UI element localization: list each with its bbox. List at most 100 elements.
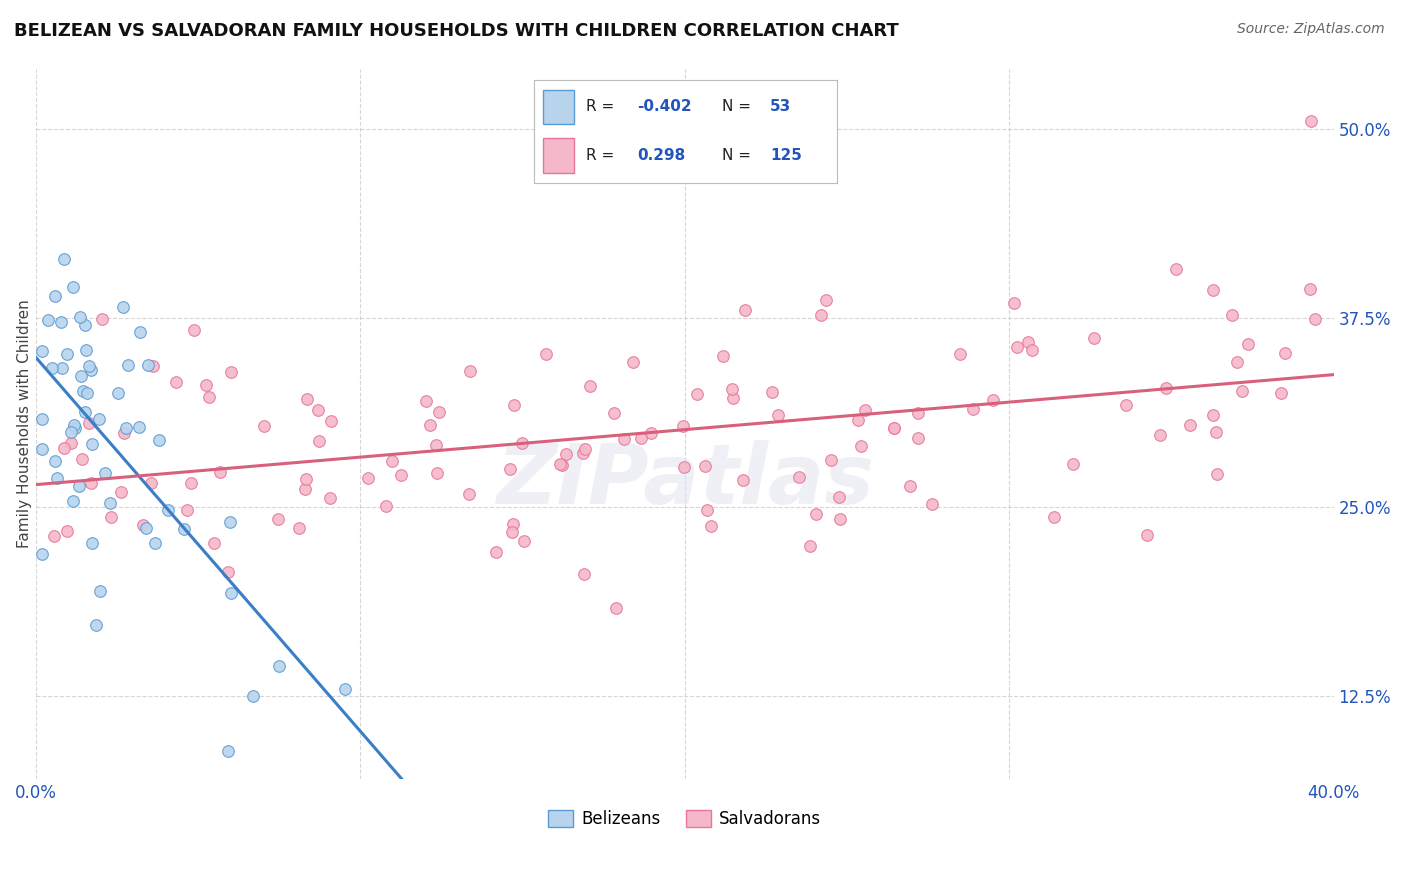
Point [846,413,869,427]
Point [766,408,789,422]
Point [141,475,163,490]
Point [672,418,695,433]
Point [513,533,536,548]
Point [510,436,533,450]
Point [1136,528,1159,542]
Point [135,521,157,535]
Point [503,398,526,412]
Point [761,385,783,400]
Text: 53: 53 [770,99,792,114]
Point [62,494,84,508]
Point [73,405,96,419]
Point [1202,408,1225,422]
Point [804,507,827,521]
Point [31,442,53,456]
Point [31,547,53,561]
Point [63,421,86,435]
Point [981,392,1004,407]
Point [962,401,984,416]
Point [288,521,311,535]
Point [686,387,709,401]
Point [62,280,84,294]
Point [56,524,79,538]
Point [173,522,195,536]
Point [623,355,645,369]
Point [295,392,318,407]
Point [1164,262,1187,277]
Point [426,466,449,480]
Point [949,346,972,360]
Point [574,442,596,456]
Point [734,302,756,317]
Point [82,436,104,450]
Point [1232,384,1254,398]
Point [307,403,329,417]
Point [76,385,98,400]
Point [696,502,718,516]
Point [52,252,75,266]
Point [176,503,198,517]
Point [458,487,481,501]
Point [1043,509,1066,524]
Point [534,347,557,361]
Point [73,318,96,332]
Point [253,419,276,434]
Point [75,343,97,357]
Point [381,453,404,467]
Point [80,475,103,490]
Point [41,360,63,375]
Text: BELIZEAN VS SALVADORAN FAMILY HOUSEHOLDS WITH CHILDREN CORRELATION CHART: BELIZEAN VS SALVADORAN FAMILY HOUSEHOLDS… [14,22,898,40]
Point [219,365,242,379]
Bar [543,137,574,173]
Point [419,417,441,432]
Point [72,384,94,398]
Point [425,437,447,451]
Point [194,378,217,392]
Point [883,421,905,435]
Point [1021,343,1043,357]
Text: Source: ZipAtlas.com: Source: ZipAtlas.com [1237,22,1385,37]
Point [1305,312,1327,326]
Text: R =: R = [586,148,619,162]
Point [72,451,94,466]
Point [112,425,135,440]
Point [883,420,905,434]
Point [62,418,84,433]
Point [94,466,117,480]
Point [1007,339,1029,353]
Point [853,403,876,417]
Point [111,300,134,314]
Point [138,358,160,372]
Point [294,482,316,496]
Point [733,473,755,487]
Point [208,465,231,479]
Point [830,512,852,526]
Point [37,313,59,327]
Point [415,394,437,409]
Point [70,369,93,384]
Text: ZIPatlas: ZIPatlas [496,440,873,521]
Point [82,536,104,550]
Point [44,528,66,542]
Text: -0.402: -0.402 [637,99,692,114]
Point [143,536,166,550]
Point [98,496,121,510]
Point [485,545,508,559]
Point [87,412,110,426]
Text: N =: N = [721,99,755,114]
Point [217,566,239,580]
Point [1083,331,1105,345]
Point [129,325,152,339]
Bar [543,89,574,124]
Text: 125: 125 [770,148,801,162]
Point [55,347,77,361]
Point [814,293,837,307]
Point [31,343,53,358]
Point [156,503,179,517]
Point [389,467,412,482]
Point [799,539,821,553]
Point [723,391,745,405]
Point [114,421,136,435]
Point [335,682,357,697]
Point [132,518,155,533]
